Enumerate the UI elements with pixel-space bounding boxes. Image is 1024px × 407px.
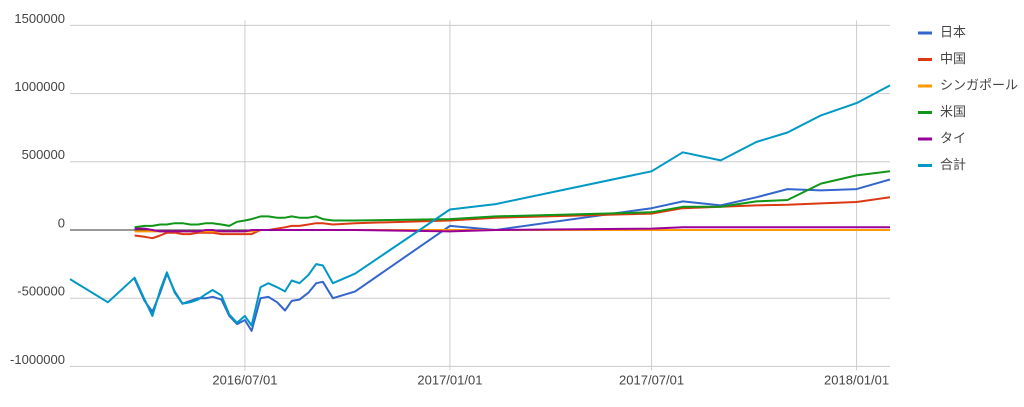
y-tick-label: -1000000 [10, 352, 65, 367]
legend-label: 中国 [940, 51, 966, 66]
y-tick-label: 1000000 [14, 79, 65, 94]
x-tick-label: 2017/07/01 [619, 372, 684, 387]
legend-label: タイ [940, 130, 966, 145]
legend-label: 日本 [940, 24, 966, 39]
legend-label: 米国 [940, 104, 966, 119]
series-line [134, 170, 891, 229]
y-tick-label: 0 [58, 215, 65, 230]
y-tick-label: 500000 [22, 147, 65, 162]
x-tick-label: 2018/01/01 [824, 372, 889, 387]
series-line [69, 84, 891, 327]
y-tick-label: -500000 [17, 284, 65, 299]
series-line [133, 178, 891, 332]
series-line [134, 226, 890, 233]
legend-label: シンガポール [940, 77, 1018, 92]
x-tick-label: 2017/01/01 [417, 372, 482, 387]
y-tick-label: 1500000 [14, 11, 65, 26]
legend-label: 合計 [940, 157, 966, 172]
x-tick-label: 2016/07/01 [212, 372, 277, 387]
series-line [134, 196, 891, 240]
